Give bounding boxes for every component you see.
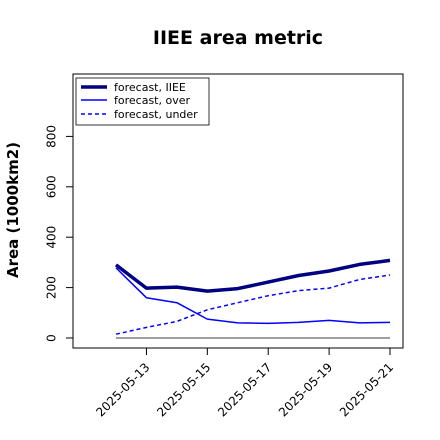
plot-frame — [72, 73, 404, 349]
series-line-0 — [114, 258, 391, 293]
legend-label-under: forecast, under — [114, 108, 198, 121]
legend-label-iiee: forecast, IIEE — [114, 81, 186, 94]
series-line-2 — [115, 274, 391, 335]
y-tick-label: 600 — [45, 175, 59, 198]
legend-label-over: forecast, over — [114, 94, 190, 107]
y-axis-label: Area (1000km2) — [4, 142, 22, 278]
series-line-1 — [115, 267, 391, 325]
chart-title: IIEE area metric — [153, 27, 323, 49]
x-tick-label: 2025-05-17 — [215, 360, 274, 419]
x-tick-label: 2025-05-19 — [276, 360, 335, 419]
y-tick-label: 200 — [45, 276, 59, 299]
legend: forecast, IIEE forecast, over forecast, … — [75, 77, 210, 126]
y-tick-label: 400 — [45, 226, 59, 249]
series-layer — [114, 258, 391, 335]
x-tick-label: 2025-05-13 — [93, 360, 152, 419]
y-tick-label: 0 — [45, 334, 59, 342]
x-tick-label: 2025-05-21 — [337, 360, 396, 419]
x-tick-label: 2025-05-15 — [154, 360, 213, 419]
y-axis-ticks: 0 200 400 600 800 — [45, 125, 73, 342]
y-tick-label: 800 — [45, 125, 59, 148]
x-axis-ticks: 2025-05-13 2025-05-15 2025-05-17 2025-05-19… — [93, 348, 396, 419]
